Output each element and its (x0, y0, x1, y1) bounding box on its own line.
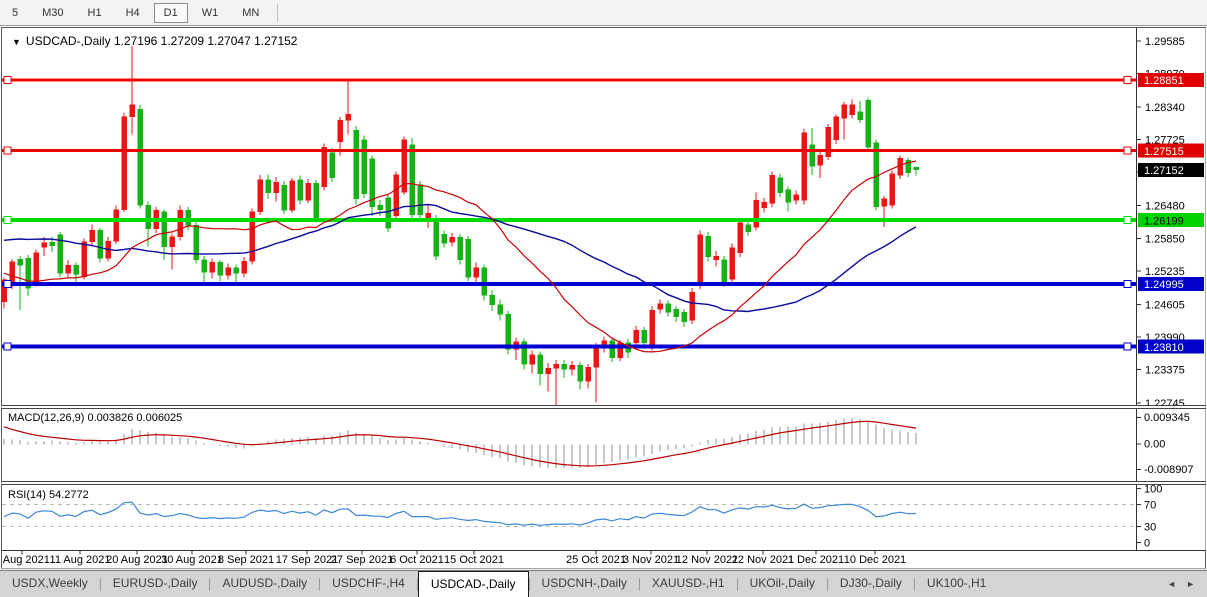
symbol-tabbar: USDX,Weekly EURUSD-,Daily AUDUSD-,Daily USD… (0, 570, 1207, 597)
timeframe-button-m30[interactable]: M30 (42, 6, 64, 19)
price-tick-label: 1.27725 (1145, 134, 1185, 146)
tab-usdcad-daily[interactable]: USDCAD-,Daily (417, 571, 529, 597)
tab-separator (319, 577, 321, 591)
price-badge: 1.24995 (1144, 279, 1184, 291)
date-tick-label: 3 Nov 2021 (623, 554, 679, 566)
price-badge: 1.26199 (1144, 215, 1184, 227)
tab-ukoil-daily[interactable]: UKOil-,Daily (749, 576, 815, 590)
macd-axis-label: -0.008907 (1144, 464, 1194, 476)
rsi-label: RSI(14) 54.2772 (8, 489, 89, 501)
timeframe-button-h1[interactable]: H1 (87, 6, 102, 19)
tab-audusd-daily[interactable]: AUDUSD-,Daily (222, 576, 308, 590)
date-tick-label: 22 Nov 2021 (732, 554, 794, 566)
chart-ohlc-values: 1.27196 1.27209 1.27047 1.27152 (113, 34, 298, 48)
rsi-axis-label: 0 (1144, 538, 1150, 550)
timeframe-button-mn[interactable]: MN (242, 6, 260, 19)
macd-label: MACD(12,26,9) 0.003826 0.006025 (8, 412, 183, 424)
date-tick-label: 2 Aug 2021 (0, 554, 50, 566)
date-tick-label: 15 Oct 2021 (444, 554, 504, 566)
chart-title: ▼ USDCAD-,Daily 1.27196 1.27209 1.27047 1… (12, 34, 297, 48)
date-tick-label: 30 Aug 2021 (161, 554, 223, 566)
price-tick-label: 1.25235 (1145, 266, 1185, 278)
tab-separator (528, 577, 530, 591)
date-tick-label: 20 Aug 2021 (106, 554, 168, 566)
tab-usdx-weekly[interactable]: USDX,Weekly (12, 576, 88, 590)
date-tick-label: 12 Nov 2021 (676, 554, 738, 566)
tab-scroll-arrows: ◄ ► (1167, 571, 1207, 597)
rsi-axis-label: 100 (1144, 484, 1162, 496)
tab-separator (416, 577, 418, 591)
timeframe-button-d1[interactable]: D1 (153, 2, 188, 23)
price-badge: 1.27152 (1144, 165, 1184, 177)
price-tick-label: 1.29585 (1145, 36, 1185, 48)
tab-dj30-daily[interactable]: DJ30-,Daily (839, 576, 902, 590)
rsi-axis-label: 70 (1144, 500, 1156, 512)
collapse-arrow-icon[interactable]: ▼ (12, 37, 21, 47)
date-tick-label: 10 Dec 2021 (844, 554, 906, 566)
timeframe-button-h4[interactable]: H4 (125, 6, 140, 19)
macd-axis-label: 0.009345 (1144, 412, 1190, 424)
tab-separator (736, 577, 738, 591)
timeframe-button-w1[interactable]: W1 (201, 6, 219, 19)
price-tick-label: 1.24605 (1145, 300, 1185, 312)
timeframe-button-5[interactable]: 5 (12, 6, 19, 19)
date-tick-label: 27 Sep 2021 (331, 554, 393, 566)
tab-separator (826, 577, 828, 591)
tab-separator (99, 577, 101, 591)
tab-separator (209, 577, 211, 591)
date-tick-label: 8 Sep 2021 (218, 554, 274, 566)
tab-separator (913, 577, 915, 591)
price-tick-label: 1.23375 (1145, 365, 1185, 377)
date-tick-label: 11 Aug 2021 (50, 554, 111, 566)
tab-usdcnh-daily[interactable]: USDCNH-,Daily (541, 576, 627, 590)
macd-axis-label: 0.00 (1144, 439, 1165, 451)
price-badge: 1.23810 (1144, 342, 1184, 354)
tab-separator (638, 577, 640, 591)
tab-eurusd-daily[interactable]: EURUSD-,Daily (112, 576, 198, 590)
tab-xauusd-h1[interactable]: XAUUSD-,H1 (651, 576, 725, 590)
timeframe-toolbar: 5 M30 H1 H4 D1 W1 MN (0, 0, 1207, 26)
tab-scroll-left-icon[interactable]: ◄ (1167, 579, 1177, 589)
price-tick-label: 1.28340 (1145, 102, 1185, 114)
date-tick-label: 1 Dec 2021 (788, 554, 844, 566)
price-tick-label: 1.26480 (1145, 200, 1185, 212)
rsi-axis-label: 30 (1144, 521, 1156, 533)
tab-uk100-h1[interactable]: UK100-,H1 (926, 576, 987, 590)
price-badge: 1.27515 (1144, 146, 1184, 158)
date-tick-label: 17 Sep 2021 (276, 554, 338, 566)
price-tick-label: 1.25850 (1145, 234, 1185, 246)
tab-scroll-right-icon[interactable]: ► (1186, 579, 1195, 589)
chart-symbol-label: USDCAD-,Daily (25, 34, 111, 48)
date-tick-label: 6 Oct 2021 (390, 554, 444, 566)
toolbar-separator (277, 3, 279, 22)
price-badge: 1.28851 (1144, 75, 1184, 87)
tab-usdchf-h4[interactable]: USDCHF-,H4 (332, 576, 405, 590)
date-tick-label: 25 Oct 2021 (566, 554, 626, 566)
